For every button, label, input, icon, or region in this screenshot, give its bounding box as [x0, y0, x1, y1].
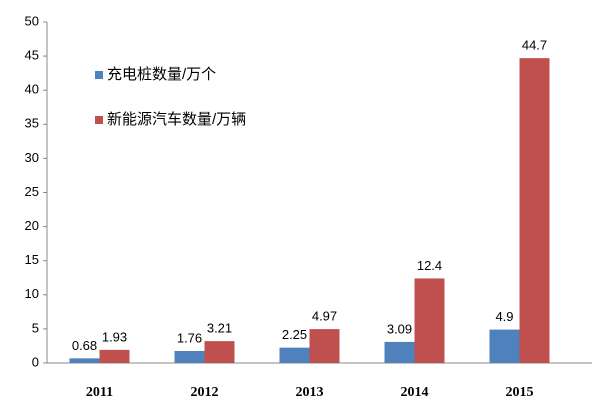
y-tick-label: 35	[25, 116, 39, 131]
y-tick-label: 40	[25, 82, 39, 97]
value-label: 44.7	[522, 38, 547, 53]
bar	[279, 347, 310, 363]
value-label: 1.76	[177, 330, 202, 345]
bar	[489, 329, 520, 363]
bar	[519, 58, 550, 364]
legend-label: 新能源汽车数量/万辆	[107, 111, 246, 128]
x-tick-label: 2015	[506, 385, 534, 400]
x-tick-label: 2014	[401, 385, 429, 400]
bar	[414, 278, 445, 363]
bar	[384, 341, 415, 363]
x-tick-label: 2012	[191, 385, 219, 400]
legend-swatch	[95, 116, 103, 124]
bar	[309, 329, 340, 363]
value-label: 2.25	[282, 327, 307, 342]
y-tick-label: 45	[25, 48, 39, 63]
value-label: 4.9	[495, 309, 513, 324]
value-label: 12.4	[417, 258, 442, 273]
value-label: 4.97	[312, 309, 337, 324]
y-tick-label: 50	[25, 13, 39, 28]
x-tick-label: 2013	[296, 385, 324, 400]
value-label: 3.21	[207, 321, 232, 336]
value-label: 3.09	[387, 321, 412, 336]
y-tick-label: 25	[25, 184, 39, 199]
y-tick-label: 30	[25, 150, 39, 165]
y-tick-label: 10	[25, 286, 39, 301]
legend-label: 充电桩数量/万个	[107, 66, 216, 83]
y-tick-label: 0	[32, 354, 39, 369]
value-label: 0.68	[72, 338, 97, 353]
y-tick-label: 15	[25, 252, 39, 267]
x-tick-label: 2011	[86, 385, 113, 400]
legend-swatch	[95, 71, 103, 79]
bar	[174, 350, 205, 363]
bar	[204, 341, 235, 363]
y-tick-label: 20	[25, 218, 39, 233]
y-tick-label: 5	[32, 320, 39, 335]
bar	[69, 358, 100, 363]
value-label: 1.93	[102, 329, 127, 344]
bar	[99, 349, 130, 363]
